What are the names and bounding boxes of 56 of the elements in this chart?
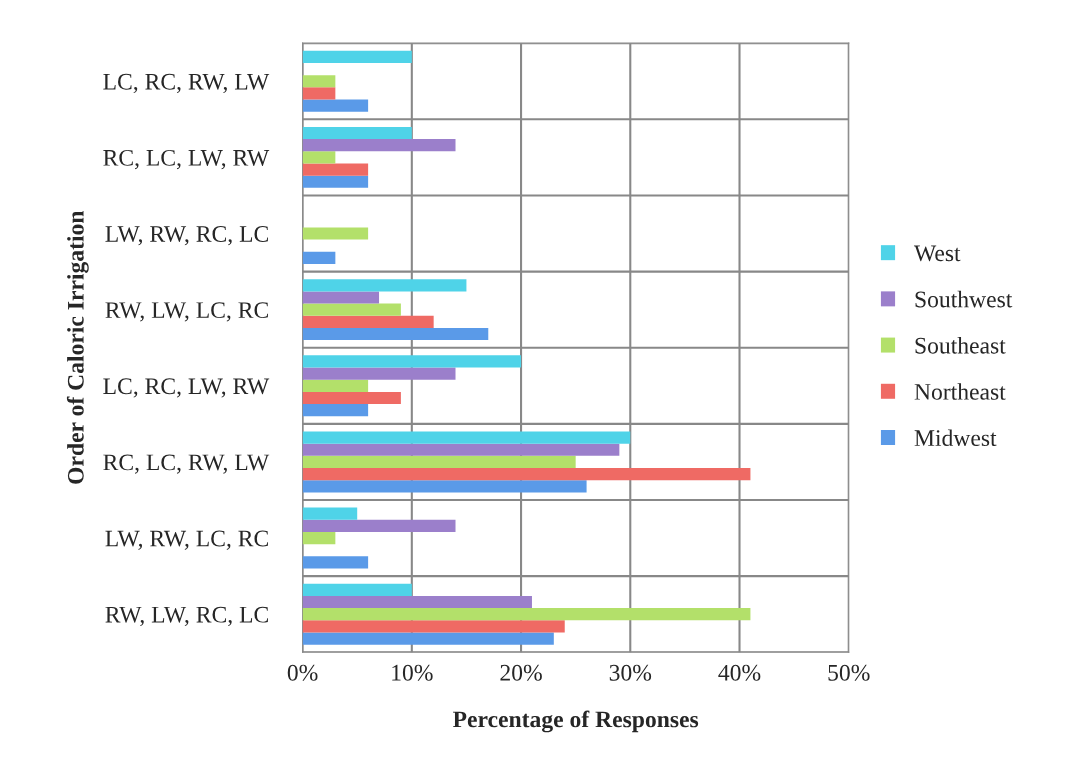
x-tick-label: 10%	[392, 664, 433, 681]
legend-label: Southwest	[915, 290, 1013, 308]
x-axis-title: Percentage of Responses	[453, 710, 699, 733]
bar	[302, 556, 369, 569]
bar	[302, 379, 369, 392]
bar	[302, 139, 456, 152]
bar	[302, 595, 532, 609]
bar	[302, 291, 380, 304]
legend-label: Southeast	[915, 337, 1006, 354]
bar	[302, 608, 751, 621]
bar	[302, 303, 401, 316]
legend-label: Midwest	[914, 429, 997, 447]
bar	[302, 507, 358, 520]
bar	[302, 480, 587, 493]
y-axis-title: Order of Caloric Irrigation	[66, 210, 89, 484]
bar	[302, 99, 369, 112]
bar	[302, 404, 369, 417]
legend-label: West	[913, 245, 961, 262]
bar	[302, 431, 631, 444]
bar	[302, 175, 369, 188]
bar	[302, 519, 456, 532]
y-tick-label: LW, RW, RC, LC	[105, 226, 268, 246]
bar	[302, 279, 467, 292]
bar	[302, 75, 336, 88]
bar	[302, 163, 369, 176]
bar	[302, 531, 336, 545]
x-tick-label: 40%	[718, 664, 761, 681]
bar	[302, 327, 489, 341]
bar	[302, 227, 369, 240]
bar	[302, 87, 336, 100]
bar	[302, 315, 434, 328]
y-tick-label: RW, LW, RC, LC	[105, 606, 268, 627]
y-tick-label: RW, LW, LC, RC	[105, 302, 268, 322]
y-tick-label: LC, RC, RW, LW	[103, 73, 270, 94]
bar	[302, 468, 751, 481]
bar	[302, 632, 554, 645]
x-tick-label: 30%	[609, 664, 652, 681]
x-tick-label: 0%	[287, 664, 318, 681]
x-tick-label: 20%	[500, 664, 542, 681]
bar	[302, 151, 336, 164]
x-tick-label: 50%	[828, 664, 870, 681]
y-tick-label: LW, RW, LC, RC	[105, 530, 268, 550]
bar	[302, 126, 412, 140]
bar	[302, 50, 412, 63]
bar	[302, 443, 620, 456]
bar	[302, 620, 565, 633]
legend-label: Northeast	[914, 383, 1006, 400]
y-tick-label: RC, LC, RW, LW	[103, 454, 270, 474]
bar	[302, 391, 401, 405]
bar	[302, 455, 576, 469]
bar	[302, 355, 522, 368]
y-tick-label: RC, LC, LW, RW	[103, 149, 270, 170]
bar	[302, 583, 412, 596]
bar	[302, 251, 336, 264]
bar	[302, 367, 456, 380]
y-tick-label: LC, RC, LW, RW	[103, 378, 270, 398]
